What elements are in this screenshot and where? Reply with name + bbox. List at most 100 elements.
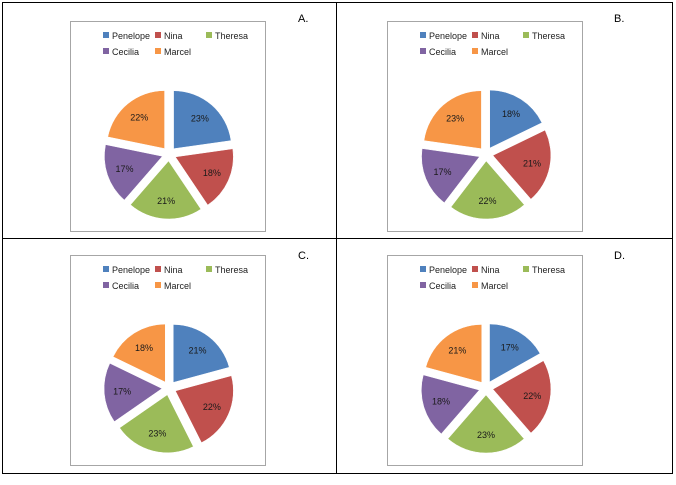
slice-label-marcel: 18%	[135, 343, 153, 353]
legend-item-nina: Nina	[472, 265, 500, 275]
legend-item-marcel: Marcel	[155, 281, 191, 291]
legend-label: Nina	[164, 31, 183, 41]
legend-swatch	[103, 48, 109, 54]
pie-chart-a: Penelope Nina Theresa Cecilia Marcel 23% 18% 21…	[70, 21, 266, 232]
pie-slice-theresa	[119, 394, 194, 453]
legend-item-theresa: Theresa	[206, 31, 248, 41]
legend-swatch	[420, 48, 426, 54]
legend-label: Cecilia	[112, 281, 140, 291]
slice-label-theresa: 23%	[148, 429, 166, 439]
slice-label-theresa: 21%	[157, 196, 175, 206]
slice-label-penelope: 18%	[502, 109, 520, 119]
legend-label: Nina	[481, 265, 500, 275]
legend-swatch	[155, 32, 161, 38]
legend-swatch	[523, 266, 529, 272]
slice-label-marcel: 21%	[448, 346, 466, 356]
legend-label: Penelope	[429, 265, 468, 275]
pie-slice-nina	[174, 148, 234, 206]
pie-slice-cecilia	[421, 148, 480, 204]
legend-swatch	[420, 266, 426, 272]
pie-slice-penelope	[173, 90, 232, 150]
legend-item-nina: Nina	[155, 265, 183, 275]
legend-swatch	[472, 282, 478, 288]
legend-label: Cecilia	[429, 47, 457, 57]
legend-label: Theresa	[215, 265, 249, 275]
slice-label-nina: 21%	[523, 158, 541, 168]
slice-label-cecilia: 18%	[432, 397, 450, 407]
pie-slice-cecilia	[104, 144, 163, 201]
pie-chart-d: Penelope Nina Theresa Cecilia Marcel 17% 22% 23…	[387, 255, 583, 466]
legend-label: Nina	[164, 265, 183, 275]
slice-label-theresa: 22%	[478, 196, 496, 206]
legend-label: Theresa	[532, 31, 566, 41]
pie-slice-penelope	[489, 323, 541, 383]
pie-plot: 23% 18% 21% 17% 22%	[104, 90, 234, 220]
legend-item-cecilia: Cecilia	[420, 281, 456, 291]
legend-swatch	[155, 266, 161, 272]
pie-slice-theresa	[447, 394, 525, 454]
legend-label: Marcel	[164, 281, 192, 291]
pie-slice-marcel	[423, 90, 482, 150]
slice-label-nina: 22%	[203, 402, 221, 412]
legend-swatch	[472, 32, 478, 38]
legend-label: Nina	[481, 31, 500, 41]
legend-item-marcel: Marcel	[472, 47, 508, 57]
panel-label-c: C.	[298, 250, 309, 262]
legend-label: Theresa	[532, 265, 566, 275]
legend-item-theresa: Theresa	[206, 265, 248, 275]
legend-label: Marcel	[481, 281, 509, 291]
panel-label-d: D.	[614, 250, 625, 262]
legend-swatch	[206, 32, 212, 38]
legend-item-nina: Nina	[155, 31, 183, 41]
pie-plot: 18% 21% 22% 17% 23%	[421, 89, 552, 220]
slice-label-nina: 18%	[203, 168, 221, 178]
slice-label-cecilia: 17%	[113, 387, 131, 397]
legend-swatch	[103, 282, 109, 288]
legend-swatch	[472, 266, 478, 272]
pie-chart-b: Penelope Nina Theresa Cecilia Marcel 18% 21% 22…	[387, 21, 583, 232]
pie-slice-theresa	[450, 160, 525, 220]
legend-item-cecilia: Cecilia	[420, 47, 456, 57]
legend-label: Marcel	[164, 47, 192, 57]
legend-swatch	[155, 48, 161, 54]
legend-item-theresa: Theresa	[523, 31, 565, 41]
slice-label-penelope: 17%	[501, 342, 519, 352]
pie-slice-nina	[175, 375, 234, 443]
legend-swatch	[420, 32, 426, 38]
legend-swatch	[206, 266, 212, 272]
slice-label-cecilia: 17%	[434, 167, 452, 177]
pie-slice-marcel	[107, 90, 165, 149]
legend-item-penelope: Penelope	[420, 31, 467, 41]
legend-swatch	[420, 282, 426, 288]
legend-item-marcel: Marcel	[472, 281, 508, 291]
legend-label: Penelope	[429, 31, 468, 41]
legend-label: Theresa	[215, 31, 249, 41]
pie-slice-nina	[492, 360, 552, 434]
legend-swatch	[523, 32, 529, 38]
slice-label-penelope: 23%	[191, 114, 209, 124]
slice-label-marcel: 23%	[446, 114, 464, 124]
panel-label-a: A.	[298, 13, 309, 25]
legend-label: Penelope	[112, 31, 151, 41]
pie-slice-penelope	[489, 89, 543, 149]
legend-item-theresa: Theresa	[523, 265, 565, 275]
legend-item-cecilia: Cecilia	[103, 47, 139, 57]
slice-label-theresa: 23%	[477, 430, 495, 440]
slice-label-nina: 22%	[523, 391, 541, 401]
pie-plot: 17% 22% 23% 18% 21%	[421, 323, 552, 454]
legend-swatch	[472, 48, 478, 54]
table-divider-horizontal	[2, 238, 673, 239]
pie-slice-nina	[492, 129, 552, 200]
slice-label-cecilia: 17%	[115, 164, 133, 174]
legend-swatch	[155, 282, 161, 288]
legend-item-cecilia: Cecilia	[103, 281, 139, 291]
legend-item-penelope: Penelope	[103, 265, 150, 275]
slice-label-penelope: 21%	[189, 346, 207, 356]
legend-label: Penelope	[112, 265, 151, 275]
legend-item-nina: Nina	[472, 31, 500, 41]
legend-label: Cecilia	[112, 47, 140, 57]
legend-label: Marcel	[481, 47, 509, 57]
pie-plot: 21% 22% 23% 17% 18%	[103, 323, 234, 453]
pie-slice-cecilia	[103, 362, 163, 422]
legend-item-penelope: Penelope	[420, 265, 467, 275]
